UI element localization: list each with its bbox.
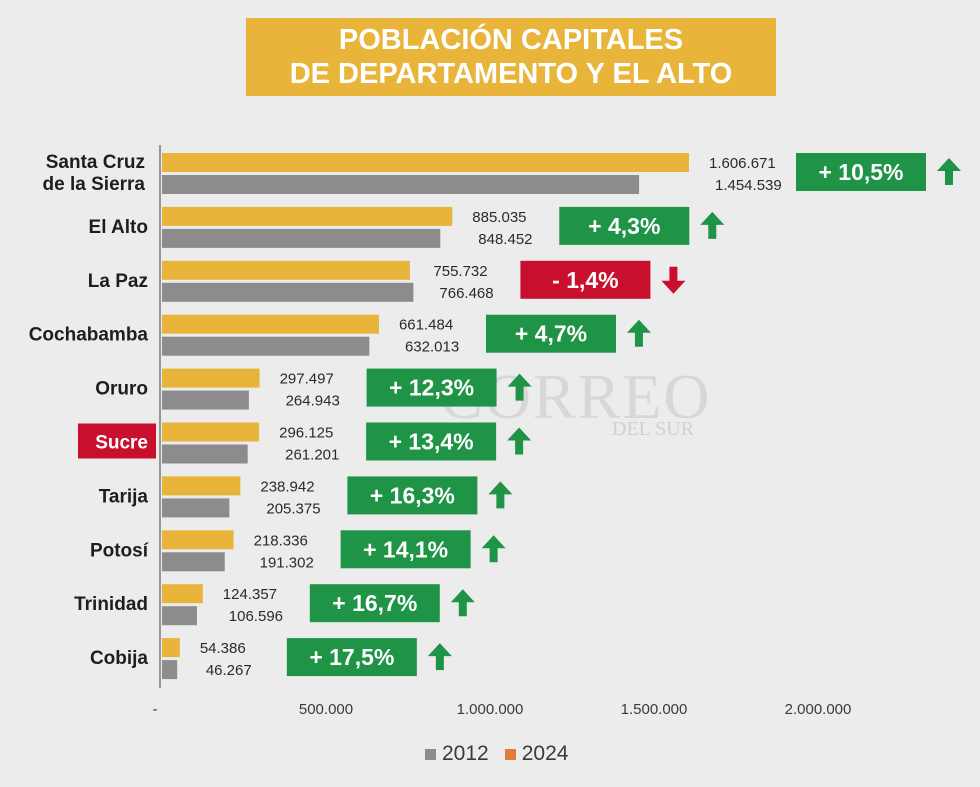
legend-swatch-2024 [504,748,516,760]
x-tick-label: 2.000.000 [785,701,852,718]
category-label: de la Sierra [43,174,146,195]
chart-legend: 2012 2024 [425,742,584,766]
arrow-down-icon [661,266,686,294]
change-badge [286,638,417,677]
change-label: + 17,5% [309,644,394,670]
value-label-2012: 766.468 [439,285,493,302]
bar-2012 [162,175,640,194]
arrow-up-icon [481,535,506,563]
change-badge [340,530,471,569]
chart-title-line1: POBLACIÓN CAPITALES [338,24,684,56]
change-label: + 4,3% [588,213,660,239]
bar-2012 [162,336,370,356]
bar-2012 [162,390,249,410]
value-label-2024: 755.732 [433,263,487,280]
chart-title: POBLACIÓN CAPITALES DE DEPARTAMENTO Y EL… [246,18,776,96]
change-badge [347,476,478,515]
value-label-2012: 261.201 [285,447,339,464]
value-label-2024: 1.606.671 [709,155,776,172]
x-tick-label: - [153,701,158,718]
change-label: + 14,1% [363,536,448,562]
bar-2024 [162,584,203,604]
value-label-2012: 106.596 [229,608,283,625]
change-label: - 1,4% [552,267,618,293]
bar-2024 [162,368,260,388]
value-label-2024: 238.942 [260,478,314,495]
bar-2024 [162,476,241,496]
category-label: Cobija [90,648,148,669]
bar-2012 [162,282,414,302]
change-badge [485,314,616,353]
change-label: + 4,7% [515,321,587,347]
x-tick-label: 1.000.000 [457,701,524,718]
change-badge [559,206,690,245]
change-label: + 16,7% [332,590,417,616]
bar-2012 [162,660,178,680]
arrow-up-icon [936,158,961,185]
legend-label-2024: 2024 [521,742,569,765]
change-badge [366,368,497,407]
legend-label-2012: 2012 [442,742,489,765]
value-label-2024: 885.035 [472,209,526,226]
value-label-2012: 1.454.539 [715,177,782,194]
change-badge [520,260,651,299]
legend-swatch-2012 [425,748,436,760]
change-label: + 13,4% [389,429,474,455]
category-label: Sucre [95,433,148,454]
arrow-up-icon [427,643,452,671]
value-label-2012: 264.943 [286,393,340,410]
bar-2024 [162,638,180,658]
value-label-2012: 191.302 [260,554,314,571]
category-label: Potosí [90,540,149,561]
chart-title-line2: DE DEPARTAMENTO Y EL ALTO [289,58,733,90]
change-badge [309,584,440,623]
bar-2012 [162,444,248,464]
value-label-2024: 297.497 [280,371,334,388]
category-label: Cochabamba [29,325,149,346]
value-label-2012: 848.452 [478,231,532,248]
arrow-up-icon [450,589,475,617]
arrow-up-icon [507,373,532,401]
category-label: Santa Cruz [46,152,145,173]
value-label-2024: 54.386 [200,640,246,657]
bar-2024 [162,153,689,172]
bar-2012 [162,498,230,518]
arrow-up-icon [507,427,532,455]
legend-item-2024: 2024 [504,742,569,766]
arrow-up-icon [700,211,725,239]
change-badge [795,153,926,191]
bar-2024 [162,422,260,442]
bar-2024 [162,206,453,226]
category-label: La Paz [88,271,148,292]
x-tick-label: 500.000 [299,701,353,718]
value-label-2012: 205.375 [266,500,320,517]
highlight-label-bg [78,423,156,459]
bar-2012 [162,552,225,572]
category-label: El Alto [89,217,148,238]
bar-2024 [162,314,379,334]
value-label-2012: 632.013 [405,339,459,356]
arrow-up-icon [488,481,513,509]
bar-2024 [162,530,234,550]
arrow-up-icon [626,319,651,347]
category-label: Tarija [99,486,149,507]
x-tick-label: 1.500.000 [621,701,688,718]
value-label-2024: 296.125 [279,425,333,442]
value-label-2024: 661.484 [399,317,453,334]
change-badge [366,422,497,461]
value-label-2012: 46.267 [206,662,252,679]
legend-item-2012: 2012 [425,742,489,766]
bar-2024 [162,260,410,280]
change-label: + 10,5% [818,159,903,185]
change-label: + 12,3% [389,375,474,401]
category-label: Oruro [95,379,148,400]
value-label-2024: 124.357 [223,586,277,603]
category-label: Trinidad [74,594,148,615]
bar-2012 [162,606,197,626]
change-label: + 16,3% [370,482,455,508]
bar-2012 [162,228,441,248]
value-label-2024: 218.336 [254,532,308,549]
